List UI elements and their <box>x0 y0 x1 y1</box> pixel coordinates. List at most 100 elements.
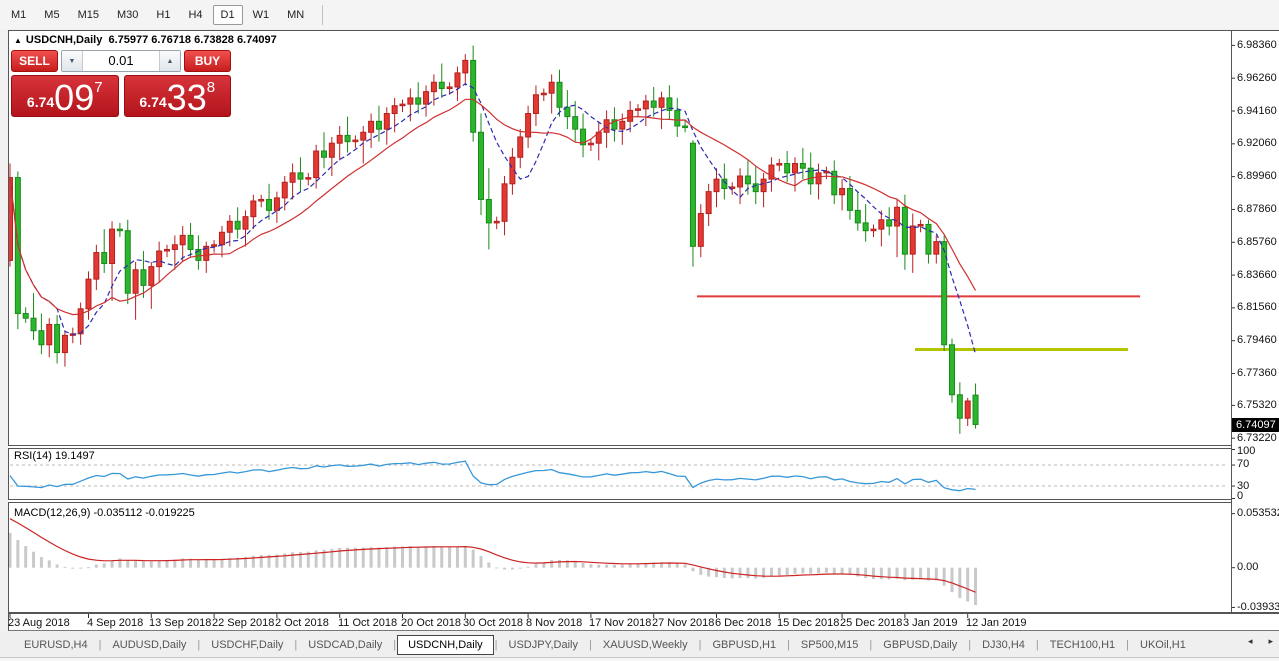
tab-separator: | <box>589 638 592 651</box>
candle-body <box>124 230 131 294</box>
candle-body <box>289 172 296 183</box>
candle-body <box>627 109 634 122</box>
candle-body <box>744 175 751 185</box>
macd-histogram-bar <box>966 567 970 602</box>
macd-histogram-bar <box>244 557 247 568</box>
candle-body <box>658 97 665 108</box>
macd-histogram-bar <box>204 559 208 568</box>
macd-histogram-bar <box>440 546 444 568</box>
timeframe-MN[interactable]: MN <box>287 8 305 21</box>
macd-histogram-bar <box>793 567 797 574</box>
tab-AUDUSD-Daily[interactable]: AUDUSD,Daily <box>112 638 187 651</box>
timeframe-H4[interactable]: H4 <box>188 8 203 21</box>
sell-price-panel[interactable]: 6.74 09 7 <box>11 75 119 117</box>
rsi-line <box>9 460 976 492</box>
volume-decrease-icon[interactable]: ▼ <box>62 51 83 71</box>
macd-histogram-bar <box>958 567 962 599</box>
candle-body <box>211 244 218 247</box>
candle-body <box>132 269 139 294</box>
macd-histogram-bar <box>291 552 295 568</box>
macd-histogram-bar <box>550 560 554 568</box>
macd-histogram-bar <box>353 547 357 568</box>
tab-USDCNH-Daily[interactable]: USDCNH,Daily <box>397 634 494 655</box>
tab-GBPUSD-Daily[interactable]: GBPUSD,Daily <box>883 638 958 651</box>
tab-DJ30-H4[interactable]: DJ30,H4 <box>982 638 1025 651</box>
candle-body <box>666 97 673 111</box>
candle-body <box>517 136 524 158</box>
volume-increase-icon[interactable]: ▲ <box>159 51 180 71</box>
macd-histogram-bar <box>628 564 632 568</box>
macd-histogram-bar <box>934 567 938 581</box>
candle-body <box>972 394 979 425</box>
tab-EURUSD-H4[interactable]: EURUSD,H4 <box>24 638 88 651</box>
buy-price-panel[interactable]: 6.74 33 8 <box>123 75 231 117</box>
buy-button[interactable]: BUY <box>184 50 231 72</box>
tab-GBPUSD-H1[interactable]: GBPUSD,H1 <box>712 638 777 651</box>
tab-UKOil-H1[interactable]: UKOil,H1 <box>1140 638 1186 651</box>
macd-histogram-bar <box>141 561 145 568</box>
candle-body <box>823 170 830 174</box>
candle-body <box>22 313 29 319</box>
candle-body <box>93 252 100 280</box>
tab-USDCHF-Daily[interactable]: USDCHF,Daily <box>211 638 284 651</box>
macd-histogram-bar <box>236 557 240 568</box>
tab-SP500-M15[interactable]: SP500,M15 <box>800 638 859 651</box>
candle-body <box>336 134 343 144</box>
macd-histogram-bar <box>47 560 51 568</box>
macd-histogram-bar <box>942 567 946 586</box>
macd-histogram-bar <box>542 562 546 568</box>
macd-histogram-bar <box>715 567 718 578</box>
timeframe-H1[interactable]: H1 <box>156 8 171 21</box>
sell-button[interactable]: SELL <box>11 50 58 72</box>
candle-body <box>776 163 783 166</box>
candle-body <box>784 163 791 174</box>
macd-histogram-bar <box>699 567 703 575</box>
macd-histogram-bar <box>518 567 522 569</box>
tab-USDJPY-Daily[interactable]: USDJPY,Daily <box>508 638 579 651</box>
candle-body <box>493 220 500 224</box>
candle-body <box>572 116 579 130</box>
candle-body <box>721 178 728 190</box>
macd-histogram-bar <box>864 567 868 579</box>
rsi-pane <box>9 460 1228 492</box>
candle-body <box>415 97 422 105</box>
timeframe-M1[interactable]: M1 <box>11 8 27 21</box>
tab-XAUUSD-Weekly[interactable]: XAUUSD,Weekly <box>602 638 688 651</box>
macd-histogram-bar <box>110 560 114 568</box>
macd-histogram-bar <box>872 567 875 580</box>
volume-input[interactable]: 0.01 <box>108 53 134 68</box>
macd-histogram-bar <box>911 567 915 580</box>
main-pane <box>9 45 1140 434</box>
candle-body <box>737 175 744 188</box>
ma-slow-line <box>9 98 977 316</box>
macd-histogram-bar <box>212 559 216 568</box>
macd-histogram-bar <box>722 567 726 578</box>
candle-body <box>140 269 147 286</box>
candle-body <box>689 142 696 247</box>
macd-histogram-bar <box>369 547 373 568</box>
macd-histogram-bar <box>267 554 271 568</box>
candle-body <box>941 241 948 346</box>
timeframe-M5[interactable]: M5 <box>44 8 60 21</box>
macd-histogram-bar <box>526 566 530 568</box>
candle-body <box>187 234 194 250</box>
tab-scroll-right-icon[interactable]: ▸ <box>1268 636 1273 646</box>
tab-TECH100-H1[interactable]: TECH100,H1 <box>1049 638 1116 651</box>
macd-histogram-bar <box>824 567 828 573</box>
candle-body <box>258 198 265 202</box>
candle-body <box>697 213 704 247</box>
tab-scroll-left-icon[interactable]: ◂ <box>1247 636 1253 646</box>
candle-body <box>682 125 689 129</box>
timeframe-W1[interactable]: W1 <box>252 8 270 21</box>
macd-histogram-bar <box>432 546 436 568</box>
macd-histogram-bar <box>338 547 342 568</box>
macd-histogram-bar <box>471 549 475 568</box>
timeframe-M30[interactable]: M30 <box>116 8 139 21</box>
candle-body <box>305 177 312 180</box>
timeframe-D1[interactable]: D1 <box>212 4 243 25</box>
timeframe-M15[interactable]: M15 <box>77 8 99 21</box>
tab-USDCAD-Daily[interactable]: USDCAD,Daily <box>308 638 383 651</box>
sell-price-pip: 7 <box>94 79 103 96</box>
candle-body <box>38 330 45 346</box>
